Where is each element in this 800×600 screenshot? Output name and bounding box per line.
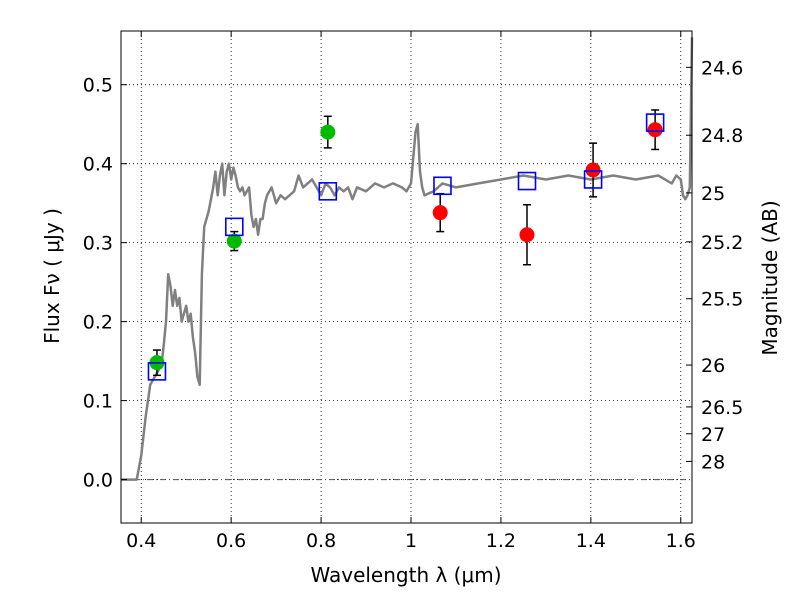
magnitude-tick-label: 25.2 — [701, 232, 743, 254]
green-data-point — [226, 233, 242, 249]
red-data-point — [432, 205, 448, 221]
x-tick-labels: 0.4 0.6 0.8 1 1.2 1.4 1.6 — [126, 530, 696, 552]
model-photometry-box — [433, 176, 452, 196]
model-photometry-box — [147, 362, 167, 381]
magnitude-tick-label: 24.8 — [701, 125, 743, 147]
model-spectrum-line — [121, 37, 694, 481]
x-tick-label: 1 — [405, 530, 417, 552]
y-tick-label: 0.4 — [83, 154, 113, 176]
right-axis-title: Magnitude (AB) — [758, 200, 782, 355]
model-photometry-box — [517, 171, 537, 191]
model-photometry-box — [318, 182, 338, 201]
grid — [121, 31, 692, 523]
x-tick-label: 0.8 — [306, 530, 336, 552]
green-data-point — [320, 124, 336, 140]
magnitude-tick-label: 28 — [701, 451, 725, 473]
red-data-point — [647, 122, 663, 138]
y-tick-label: 0.0 — [83, 470, 113, 492]
x-tick-label: 0.4 — [126, 530, 156, 552]
model-photometry-box — [583, 170, 603, 189]
magnitude-tick-label: 24.6 — [701, 57, 743, 79]
x-axis-title: Wavelength λ (μm) — [310, 563, 501, 587]
y-tick-label: 0.1 — [83, 391, 113, 413]
x-tick-label: 1.4 — [576, 530, 606, 552]
y-tick-label: 0.2 — [83, 312, 113, 334]
x-tick-label: 0.6 — [216, 530, 246, 552]
magnitude-tick-label: 25.5 — [701, 289, 743, 311]
ticks — [121, 31, 692, 523]
model-photometry-box — [645, 113, 665, 132]
model-photometry-markers — [147, 113, 665, 381]
magnitude-tick-label: 26 — [701, 355, 725, 377]
y-tick-labels: 0.0 0.1 0.2 0.3 0.4 0.5 — [83, 75, 113, 492]
x-tick-label: 1.2 — [486, 530, 516, 552]
magnitude-tick-label: 27 — [701, 424, 725, 446]
x-tick-label: 1.6 — [666, 530, 696, 552]
model-photometry-box — [225, 217, 244, 237]
magnitude-tick-labels: 24.6 24.8 25 25.2 25.5 26 26.5 27 28 — [701, 57, 743, 473]
y-tick-label: 0.3 — [83, 233, 113, 255]
y-axis-title: Flux Fν ( μJy ) — [40, 208, 64, 344]
y-tick-label: 0.5 — [83, 75, 113, 97]
magnitude-tick-label: 25 — [701, 183, 725, 205]
plot-frame — [120, 30, 693, 524]
magnitude-tick-label: 26.5 — [701, 397, 743, 419]
red-data-point — [519, 227, 535, 243]
data-markers — [149, 122, 663, 371]
red-data-point — [585, 162, 601, 178]
